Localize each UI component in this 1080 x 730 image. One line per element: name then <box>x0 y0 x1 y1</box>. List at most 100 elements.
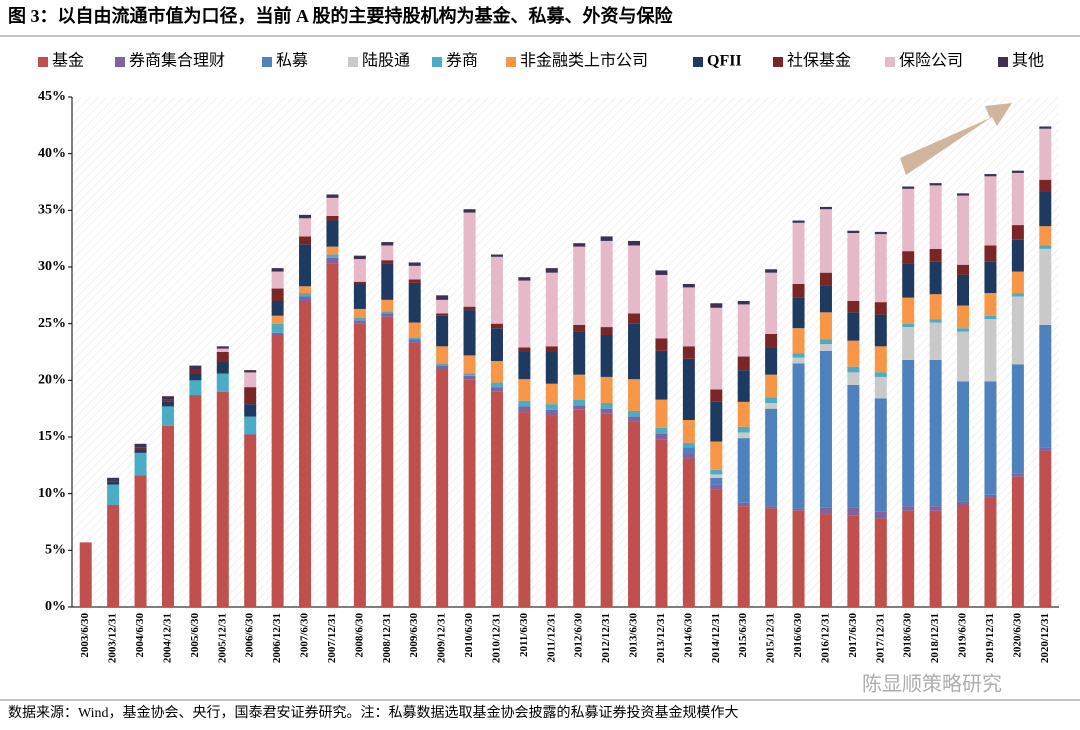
bar-segment <box>957 331 970 382</box>
bar-segment <box>737 301 750 305</box>
bar-segment <box>134 447 147 450</box>
bar-segment <box>655 439 668 607</box>
bar-segment <box>408 322 421 338</box>
bar-segment <box>819 312 832 340</box>
bar-segment <box>655 274 668 339</box>
bar-segment <box>874 234 887 303</box>
bar-segment <box>573 405 586 410</box>
bar-segment <box>436 369 449 607</box>
bar-segment <box>847 372 860 385</box>
legend-swatch <box>115 57 125 67</box>
x-tick-label: 2018/12/31 <box>929 613 941 663</box>
bar-segment <box>765 397 778 403</box>
bar-segment <box>79 542 92 607</box>
source-note: 数据来源：Wind，基金协会、央行，国泰君安证券研究。注：私募数据选取基金协会披… <box>8 704 739 721</box>
bar-segment <box>189 373 202 381</box>
bar-segment <box>929 359 942 507</box>
bar-segment <box>600 240 613 328</box>
bar-segment <box>216 348 229 352</box>
bar-segment <box>737 438 750 503</box>
bar-segment <box>545 346 558 352</box>
bar-segment <box>984 319 997 382</box>
bar-segment <box>1039 245 1052 249</box>
bar-segment <box>655 338 668 351</box>
bar-segment <box>984 176 997 246</box>
bar-segment <box>902 263 915 298</box>
bar-segment <box>984 381 997 495</box>
bar-segment <box>1039 191 1052 227</box>
bar-segment <box>381 260 394 264</box>
bar-segment <box>271 323 284 333</box>
bar-segment <box>1011 271 1024 294</box>
bar-segment <box>902 359 915 507</box>
bar-segment <box>929 294 942 320</box>
bar-segment <box>765 272 778 334</box>
bar-segment <box>518 400 531 407</box>
bar-segment <box>545 272 558 347</box>
x-tick-label: 2003/12/31 <box>107 613 119 663</box>
legend-swatch <box>773 57 783 67</box>
bar-segment <box>216 361 229 374</box>
bar-segment <box>573 374 586 400</box>
bar-segment <box>765 269 778 273</box>
bar-segment <box>490 256 503 324</box>
bar-segment <box>134 452 147 476</box>
bar-segment <box>161 401 174 407</box>
bar-segment <box>710 303 723 308</box>
bar-segment <box>957 264 970 275</box>
bar-segment <box>655 270 668 275</box>
bar-segment <box>463 355 476 374</box>
bar-segment <box>1039 450 1052 607</box>
bar-segment <box>299 214 312 219</box>
bar-segment <box>1011 476 1024 607</box>
bar-segment <box>984 261 997 294</box>
bar-segment <box>929 506 942 511</box>
bar-segment <box>353 281 366 284</box>
bar-segment <box>847 301 860 313</box>
bar-segment <box>984 497 997 607</box>
bar-segment <box>436 299 449 314</box>
bar-segment <box>737 502 750 507</box>
bar-segment <box>600 236 613 241</box>
bar-segment <box>874 398 887 512</box>
legend-label: 券商 <box>446 52 478 70</box>
bar-segment <box>244 404 257 417</box>
y-tick-label: 35% <box>38 203 66 218</box>
bar-segment <box>792 508 805 511</box>
legend-label: 非金融类上市公司 <box>520 52 648 70</box>
legend-swatch <box>693 57 703 67</box>
bar-segment <box>216 373 229 392</box>
bar-segment <box>436 365 449 369</box>
bar-segment <box>1011 296 1024 365</box>
bar-segment <box>902 186 915 189</box>
bar-segment <box>1011 172 1024 226</box>
watermark: 陈显顺策略研究 <box>862 673 1002 696</box>
bar-segment <box>463 310 476 356</box>
bar-segment <box>710 477 723 485</box>
bar-segment <box>957 381 970 502</box>
bar-segment <box>134 443 147 448</box>
bar-segment <box>436 346 449 364</box>
bar-segment <box>819 507 832 515</box>
bar-segment <box>628 416 641 422</box>
bar-segment <box>600 413 613 607</box>
bar-segment <box>134 475 147 607</box>
x-tick-label: 2009/6/30 <box>408 613 420 658</box>
bar-segment <box>847 230 860 233</box>
bar-segment <box>573 324 586 332</box>
legend-label: 私募 <box>276 52 308 70</box>
bar-segment <box>353 284 366 309</box>
bar-segment <box>765 374 778 398</box>
bar-segment <box>573 399 586 406</box>
x-tick-label: 2003/6/30 <box>79 613 91 658</box>
bar-segment <box>299 244 312 287</box>
bar-segment <box>710 389 723 402</box>
bar-segment <box>436 315 449 347</box>
bar-segment <box>381 242 394 246</box>
x-tick-label: 2019/6/30 <box>957 613 969 658</box>
bar-segment <box>819 285 832 313</box>
bar-segment <box>847 340 860 367</box>
bar-segment <box>463 373 476 376</box>
bar-segment <box>299 286 312 294</box>
x-tick-label: 2006/6/30 <box>244 613 256 658</box>
